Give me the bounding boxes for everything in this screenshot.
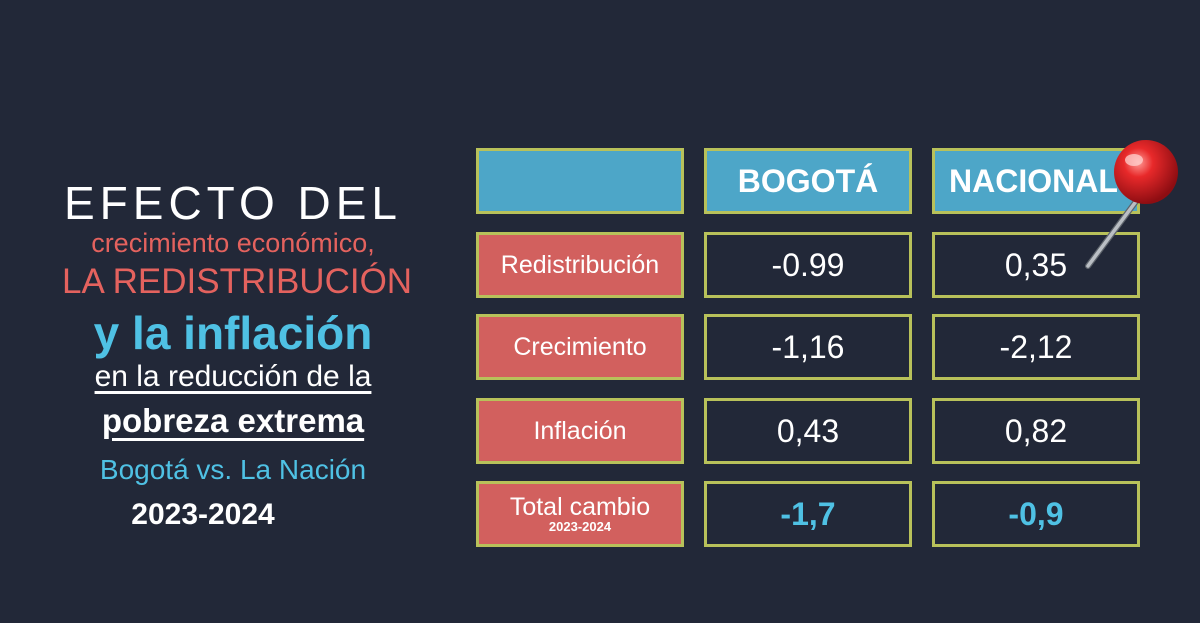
header-bogota: BOGOTÁ (704, 148, 912, 214)
cell-nacional-crecimiento: -2,12 (932, 314, 1140, 380)
cell-bogota-redistribucion: -0.99 (704, 232, 912, 298)
title-line-3: LA REDISTRIBUCIÓN (62, 262, 413, 301)
cell-nacional-inflacion: 0,82 (932, 398, 1140, 464)
title-line-8: 2023-2024 (131, 498, 275, 531)
cell-nacional-redistribucion: 0,35 (932, 232, 1140, 298)
title-line-2: crecimiento económico, (91, 228, 375, 258)
title-line-5: en la reducción de la (94, 360, 372, 393)
row-label-total: Total cambio 2023-2024 (476, 481, 684, 547)
title-line-6: pobreza extrema (101, 402, 365, 439)
title-line-4: y la inflación (93, 307, 373, 359)
row-label-redistribucion: Redistribución (476, 232, 684, 298)
total-label-sub: 2023-2024 (548, 519, 612, 535)
header-empty-cell (476, 148, 684, 214)
push-pin-icon (1085, 140, 1178, 269)
title-line-1: EFECTO DEL (64, 177, 402, 229)
row-label-crecimiento: Crecimiento (476, 314, 684, 380)
title-line-7: Bogotá vs. La Nación (99, 454, 367, 485)
cell-nacional-total: -0,9 (932, 481, 1140, 547)
total-label-main: Total cambio (509, 493, 651, 522)
cell-bogota-total: -1,7 (704, 481, 912, 547)
header-nacional: NACIONAL (932, 148, 1140, 214)
row-label-inflacion: Inflación (476, 398, 684, 464)
title-block: EFECTO DEL crecimiento económico, LA RED… (0, 0, 460, 623)
cell-bogota-crecimiento: -1,16 (704, 314, 912, 380)
cell-bogota-inflacion: 0,43 (704, 398, 912, 464)
